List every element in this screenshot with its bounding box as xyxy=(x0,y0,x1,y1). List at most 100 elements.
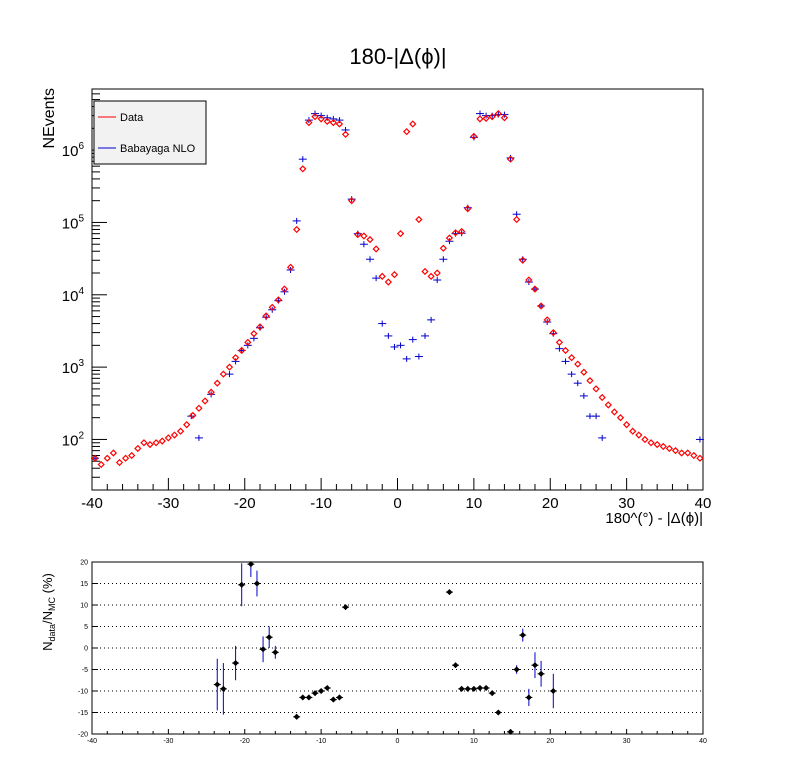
ratio-point xyxy=(445,588,453,596)
main-xtick-label: 10 xyxy=(466,495,483,512)
data-point xyxy=(537,302,545,310)
mc-point xyxy=(420,332,429,339)
ratio-point xyxy=(293,713,301,720)
data-point xyxy=(696,454,704,462)
ratio-point xyxy=(549,673,557,709)
data-point xyxy=(311,113,319,121)
ratio-point-marker xyxy=(464,685,471,693)
mc-point xyxy=(378,320,387,327)
mc-point xyxy=(402,355,411,362)
main-axis-ticks: -40 -30 -20 -10 0 10 20 30 40 102 103 104 105 106 xyxy=(62,88,711,512)
main-xtick-label: -10 xyxy=(310,495,332,512)
data-point xyxy=(421,267,429,276)
ratio-point-marker xyxy=(336,694,343,701)
data-point xyxy=(305,118,313,127)
ratio-point-marker xyxy=(470,685,478,693)
data-point xyxy=(268,303,276,312)
main-xtick-label: 30 xyxy=(618,495,635,512)
data-point xyxy=(366,235,374,244)
ratio-point-marker xyxy=(259,646,267,653)
ratio-point xyxy=(482,684,490,692)
ratio-point xyxy=(335,694,343,701)
data-point xyxy=(201,397,209,405)
ratio-xtick-label: 20 xyxy=(546,738,554,745)
ratio-xtick-label: 40 xyxy=(699,738,707,745)
legend: Data Babayaga NLO xyxy=(93,100,207,165)
ratio-point-marker xyxy=(519,631,526,639)
data-point xyxy=(641,435,649,444)
data-point xyxy=(616,414,625,422)
mc-point xyxy=(439,256,448,263)
mc-point xyxy=(408,336,417,343)
ratio-point xyxy=(525,688,533,707)
ratio-point-marker xyxy=(299,694,306,701)
ratio-point-marker xyxy=(495,709,502,716)
ratio-point xyxy=(323,684,331,692)
main-ytick-label: 105 xyxy=(62,213,85,232)
mc-point xyxy=(372,275,381,282)
data-point xyxy=(586,376,594,385)
ratio-ytick-label: 5 xyxy=(84,624,88,631)
data-point xyxy=(170,431,179,439)
mc-point xyxy=(433,277,442,284)
data-point xyxy=(280,285,289,293)
mc-point xyxy=(457,230,466,237)
main-ytick-label: 102 xyxy=(62,430,85,449)
main-ytick-label: 104 xyxy=(62,286,85,305)
ratio-point xyxy=(311,689,319,697)
data-point xyxy=(128,451,136,460)
ratio-ytick-label: 15 xyxy=(80,581,88,588)
main-xtick-label: -20 xyxy=(234,495,256,512)
data-point xyxy=(384,278,392,286)
ratio-point xyxy=(513,665,521,674)
mc-point xyxy=(561,358,570,365)
data-point xyxy=(256,323,264,331)
main-data-marks xyxy=(91,109,704,469)
data-point xyxy=(317,115,325,123)
data-point xyxy=(354,230,362,239)
ratio-point xyxy=(305,694,313,701)
data-point xyxy=(360,232,368,240)
data-point xyxy=(262,312,270,320)
data-point xyxy=(574,360,582,368)
ratio-point xyxy=(253,570,261,597)
data-point xyxy=(390,270,399,279)
main-title: 180-|Δ(ϕ)| xyxy=(349,44,446,69)
ratio-data-marks xyxy=(213,560,557,736)
data-point xyxy=(494,109,502,118)
main-ytick-label: 103 xyxy=(62,358,85,377)
data-point xyxy=(549,328,557,337)
data-point xyxy=(176,427,185,435)
ratio-point-marker xyxy=(324,684,331,692)
data-point xyxy=(286,263,295,271)
mc-point xyxy=(414,353,423,360)
data-point xyxy=(164,434,173,442)
data-point xyxy=(207,388,215,396)
data-point xyxy=(433,269,441,277)
ratio-point xyxy=(452,662,460,669)
ratio-point-marker xyxy=(525,694,533,701)
data-point xyxy=(464,205,472,213)
ratio-point xyxy=(519,628,527,642)
data-point xyxy=(622,421,631,429)
data-point xyxy=(146,440,154,449)
data-point xyxy=(604,401,612,409)
ratio-ytick-label: -20 xyxy=(78,732,88,739)
data-point xyxy=(500,114,509,122)
data-point xyxy=(592,385,600,393)
ratio-point xyxy=(299,694,307,701)
data-point xyxy=(580,368,588,376)
ratio-point-marker xyxy=(238,581,245,588)
ratio-point-marker xyxy=(482,684,490,692)
data-point xyxy=(409,120,417,128)
data-point xyxy=(647,439,655,447)
ratio-ytick-label: -5 xyxy=(82,667,88,674)
ratio-ytick-label: -10 xyxy=(78,689,88,696)
mc-point xyxy=(292,217,301,224)
data-point xyxy=(677,449,686,457)
ratio-point xyxy=(488,689,496,697)
data-point xyxy=(635,431,643,439)
data-point xyxy=(439,244,447,252)
mc-point xyxy=(335,117,344,124)
data-point xyxy=(103,454,111,462)
